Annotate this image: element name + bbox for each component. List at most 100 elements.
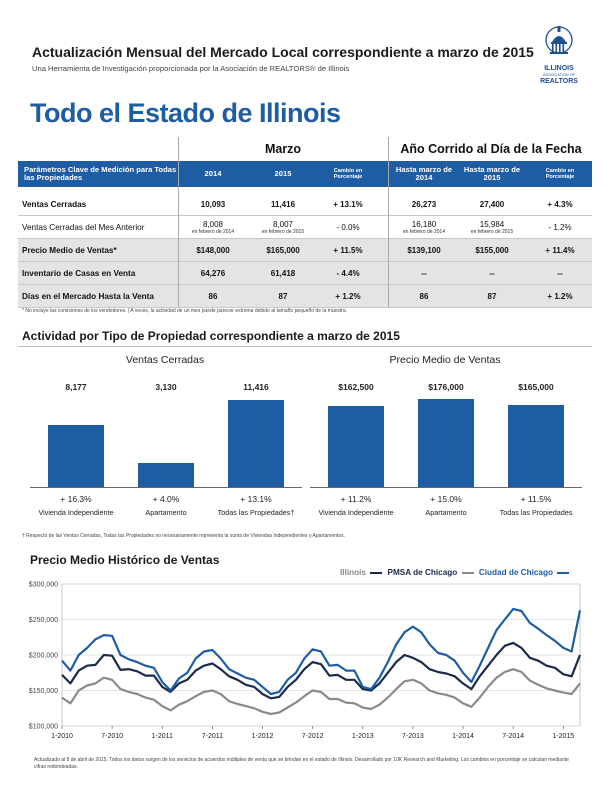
cell-v2014: 86	[178, 285, 248, 307]
cell-value: 16,180	[411, 219, 437, 229]
logo-association-text: ASSOCIATION OF	[543, 73, 575, 77]
y-tick-label: $200,000	[29, 653, 58, 660]
capitol-dome-icon	[545, 26, 573, 54]
cell-value: 86	[208, 291, 218, 301]
cell-ychg: + 4.3%	[528, 193, 592, 215]
median-price-category-label: Apartamento	[425, 508, 467, 517]
header-2015: 2015	[274, 168, 292, 178]
cell-value: 87	[278, 291, 288, 301]
cell-value: --	[489, 268, 495, 278]
cell-value: $165,000	[266, 245, 300, 255]
closed-sales-value-label: 3,130	[155, 382, 177, 392]
cell-value: 8,007	[272, 219, 294, 229]
series-line-chicago-city	[61, 668, 581, 715]
cell-value: --	[421, 268, 427, 278]
closed-sales-value-label: 8,177	[65, 382, 87, 392]
cell-value: + 11.4%	[545, 245, 575, 255]
closed-sales-change-label: + 13.1%	[240, 494, 272, 504]
cell-y2014: 16,180 en febrero de 2014	[390, 216, 458, 238]
header-param: Parámetros Clave de Medición para Todas …	[24, 164, 177, 182]
closed-sales-change-label: + 16.3%	[60, 494, 92, 504]
median-price-chart-title: Precio Medio de Ventas	[389, 354, 501, 366]
cell-value: --	[557, 268, 563, 278]
group-header-month: Marzo	[264, 142, 302, 156]
cell-y2015: 15,984 en febrero de 2015	[458, 216, 526, 238]
legend-chicago-pmsa-label: PMSA de Chicago	[387, 568, 458, 577]
cell-value: 27,400	[479, 199, 505, 209]
activity-footnote: † Respecto de las Ventas Cerradas, Todas…	[22, 533, 346, 539]
legend-illinois-swatch	[370, 571, 383, 574]
table-row: Inventario de Casas en Venta 64,276 61,418…	[18, 262, 592, 285]
cell-subvalue: en febrero de 2015	[470, 228, 514, 235]
bottom-note: Actualizado al 8 de abril de 2015. Todos…	[34, 757, 569, 770]
x-tick-label: 1-2014	[452, 733, 474, 740]
x-tick-label: 1-2012	[252, 733, 274, 740]
cell-v2014: 64,276	[178, 262, 248, 284]
cell-value: + 11.5%	[333, 245, 363, 255]
median-price-bar-1	[418, 399, 474, 487]
report-title: Actualización Mensual del Mercado Local …	[32, 44, 534, 60]
closed-sales-bar-1	[138, 463, 194, 487]
legend-chicago-pmsa-swatch	[461, 571, 474, 574]
table-row: Precio Medio de Ventas* $148,000 $165,000 +…	[18, 239, 592, 262]
row-label: Días en el Mercado Hasta la Venta	[22, 291, 154, 301]
x-tick-label: 1-2013	[352, 733, 374, 740]
cell-v2014: $148,000	[178, 239, 248, 261]
cell-value: 61,418	[270, 268, 296, 278]
x-tick-label: 1-2011	[152, 733, 173, 740]
chart-legend: Illinois PMSA de Chicago Ciudad de Chica…	[340, 568, 570, 577]
header-ytd-2015: Hasta marzo de 2015	[463, 164, 521, 182]
cell-value: 8,008	[202, 219, 224, 229]
cell-y2015: $155,000	[458, 239, 526, 261]
median-price-value-label: $165,000	[518, 382, 554, 392]
y-tick-label: $300,000	[29, 582, 58, 589]
median-price-value-label: $162,500	[338, 382, 374, 392]
cell-value: $139,100	[407, 245, 441, 255]
cell-chg: - 0.0%	[318, 216, 378, 238]
cell-value: 87	[487, 291, 497, 301]
cell-chg: + 13.1%	[318, 193, 378, 215]
y-tick-label: $250,000	[29, 617, 58, 624]
cell-value: 11,416	[270, 199, 296, 209]
median-price-bar-0	[328, 405, 384, 487]
cell-y2014: $139,100	[390, 239, 458, 261]
cell-value: - 1.2%	[548, 222, 572, 232]
activity-title: Actividad por Tipo de Propiedad correspo…	[22, 329, 400, 343]
cell-v2014: 8,008 en febrero de 2014	[178, 216, 248, 238]
x-tick-label: 7-2012	[302, 733, 324, 740]
table-footnote: * No incluye las comisiones de los vende…	[22, 308, 348, 314]
closed-sales-category-label: Apartamento	[145, 508, 187, 517]
legend-illinois-label: Illinois	[340, 568, 366, 577]
x-tick-label: 7-2013	[402, 733, 424, 740]
cell-chg: + 11.5%	[318, 239, 378, 261]
cell-y2015: --	[458, 262, 526, 284]
table-row: Días en el Mercado Hasta la Venta 86 87 + 1…	[18, 285, 592, 308]
legend-chicago-city-swatch	[557, 571, 570, 574]
header-ytd-change: Cambio en Porcentaje	[545, 167, 575, 181]
table-header-row: Parámetros Clave de Medición para Todas …	[18, 161, 592, 187]
header-ytd-2014: Hasta marzo de 2014	[395, 164, 453, 182]
cell-value: + 4.3%	[547, 199, 573, 209]
row-label: Precio Medio de Ventas*	[22, 245, 117, 255]
cell-y2014: --	[390, 262, 458, 284]
cell-y2014: 26,273	[390, 193, 458, 215]
closed-sales-category-label: Todas las Propiedades†	[217, 508, 295, 517]
cell-ychg: + 1.2%	[528, 285, 592, 307]
x-tick-label: 1-2015	[552, 733, 574, 740]
table-row: Ventas Cerradas del Mes Anterior 8,008 en …	[18, 216, 592, 239]
median-price-change-label: + 11.5%	[520, 494, 552, 504]
median-price-value-label: $176,000	[428, 382, 464, 392]
median-price-bar-2	[508, 404, 564, 487]
cell-subvalue: en febrero de 2015	[261, 228, 305, 235]
cell-ychg: + 11.4%	[528, 239, 592, 261]
historical-price-line-chart: $100,000 $150,000 $200,000 $250,000 $300,000…	[29, 582, 582, 740]
median-price-category-label: Todas las Propiedades	[499, 508, 573, 517]
y-tick-label: $150,000	[29, 688, 58, 695]
cell-value: $155,000	[475, 245, 509, 255]
group-header-ytd: Año Corrido al Día de la Fecha	[400, 142, 582, 156]
cell-value: 10,093	[200, 199, 226, 209]
row-label: Ventas Cerradas del Mes Anterior	[22, 222, 145, 232]
cell-y2015: 87	[458, 285, 526, 307]
cell-v2015: 61,418	[248, 262, 318, 284]
cell-value: 64,276	[200, 268, 226, 278]
